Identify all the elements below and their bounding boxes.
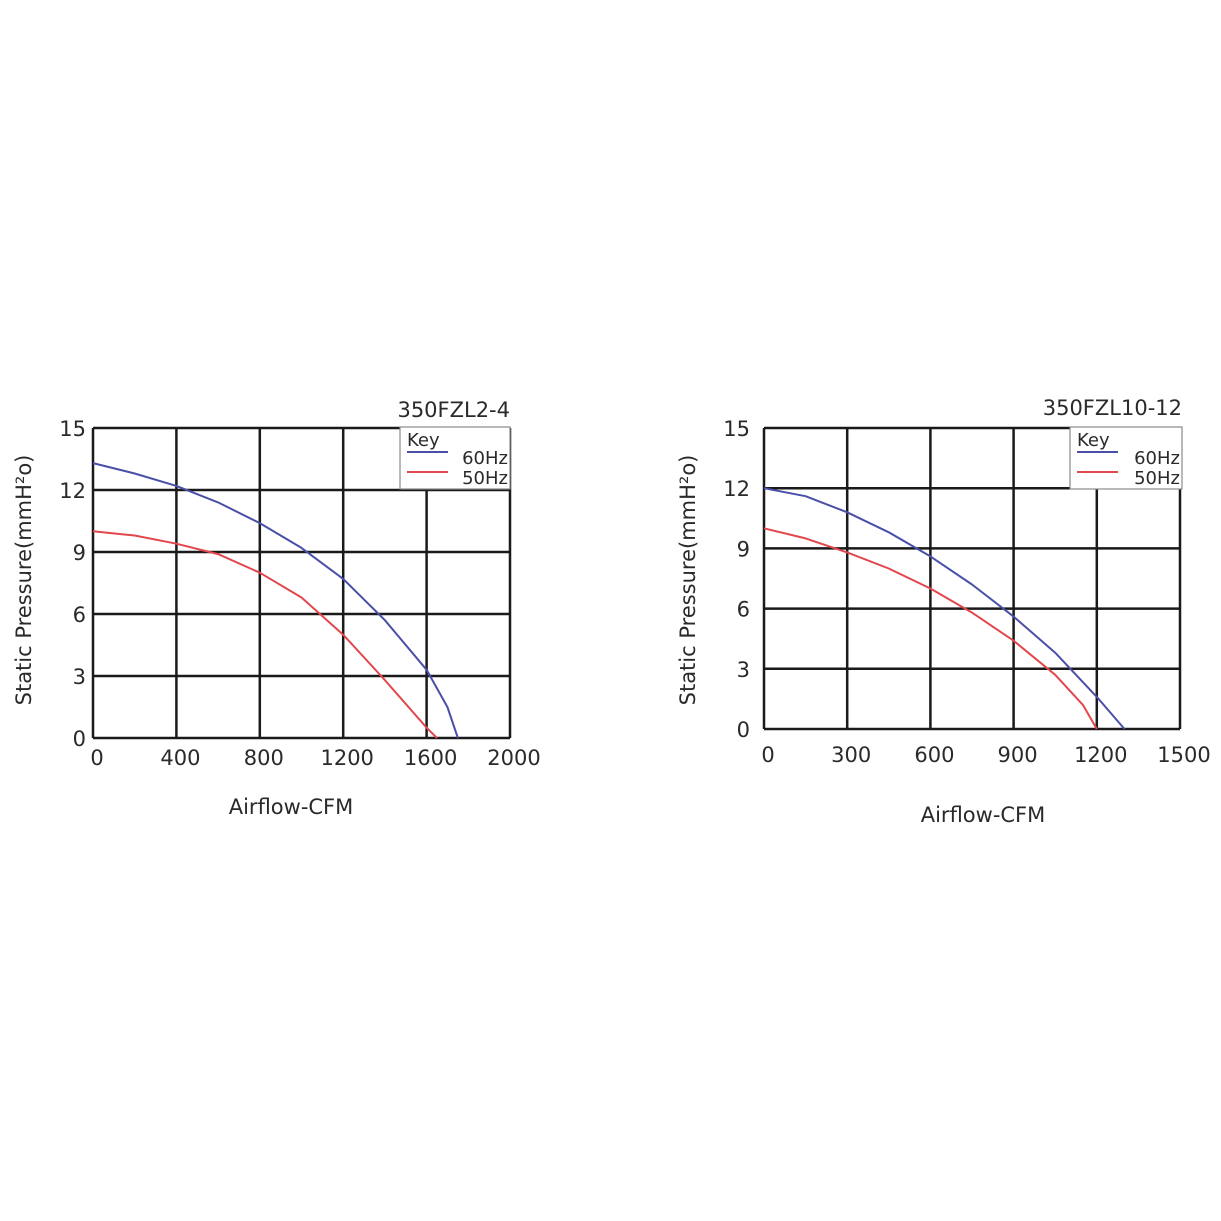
series-line-50hz (763, 527, 1098, 730)
x-tick-label: 1600 (404, 746, 457, 770)
y-tick-label: 6 (737, 598, 750, 622)
y-tick-labels: 15 12 9 6 3 0 (723, 417, 750, 742)
x-tick-labels: 0 400 800 1200 1600 2000 (90, 746, 540, 770)
x-tick-label: 300 (831, 743, 871, 767)
series-lines (763, 487, 1126, 730)
x-tick-label: 1200 (1074, 743, 1127, 767)
y-tick-label: 6 (73, 603, 86, 627)
legend-label-60hz: 60Hz (1134, 448, 1180, 469)
x-tick-label: 0 (761, 743, 774, 767)
legend-box (1069, 426, 1183, 490)
x-tick-label: 800 (244, 746, 284, 770)
y-tick-label: 12 (723, 477, 750, 501)
legend-label-50hz: 50Hz (1134, 468, 1180, 489)
legend-title: Key (407, 430, 440, 451)
legend-label-50hz: 50Hz (462, 468, 508, 489)
x-axis-label: Airflow-CFM (229, 795, 354, 819)
x-axis-label: Airflow-CFM (921, 803, 1046, 827)
chart-title: 350FZL2-4 (397, 398, 510, 422)
y-tick-label: 0 (737, 718, 750, 742)
legend-label-60hz: 60Hz (462, 448, 508, 469)
x-tick-label: 1200 (320, 746, 373, 770)
x-tick-label: 1500 (1157, 743, 1210, 767)
y-tick-label: 12 (59, 479, 86, 503)
series-line-60hz (763, 487, 1126, 730)
chart-svg: 350FZL2-4 15 12 9 6 3 0 0 400 800 1200 1600 2000 K… (12, 398, 541, 819)
y-tick-label: 9 (737, 537, 750, 561)
y-axis-label: Static Pressure(mmH²o) (12, 455, 36, 706)
legend-title: Key (1077, 430, 1110, 451)
x-tick-label: 0 (90, 746, 103, 770)
chart-350fzl2-4: 350FZL2-4 15 12 9 6 3 0 0 400 800 1200 1600 2000 K… (0, 380, 560, 840)
chart-title: 350FZL10-12 (1043, 396, 1182, 420)
y-tick-labels: 15 12 9 6 3 0 (59, 417, 86, 751)
x-tick-label: 900 (998, 743, 1038, 767)
y-tick-label: 3 (737, 658, 750, 682)
y-tick-label: 3 (73, 665, 86, 689)
y-tick-label: 15 (59, 417, 86, 441)
y-tick-label: 9 (73, 541, 86, 565)
series-line-60hz (92, 462, 459, 739)
x-tick-labels: 0 300 600 900 1200 1500 (761, 743, 1210, 767)
chart-350fzl10-12: 350FZL10-12 15 12 9 6 3 0 0 300 600 900 1200 1500 … (660, 380, 1221, 840)
y-tick-label: 15 (723, 417, 750, 441)
series-lines (92, 462, 459, 739)
legend-box (399, 426, 511, 490)
series-line-50hz (92, 530, 438, 739)
x-tick-label: 600 (914, 743, 954, 767)
x-tick-label: 400 (160, 746, 200, 770)
y-tick-label: 0 (73, 727, 86, 751)
x-tick-label: 2000 (487, 746, 540, 770)
y-axis-label: Static Pressure(mmH²o) (676, 455, 700, 706)
